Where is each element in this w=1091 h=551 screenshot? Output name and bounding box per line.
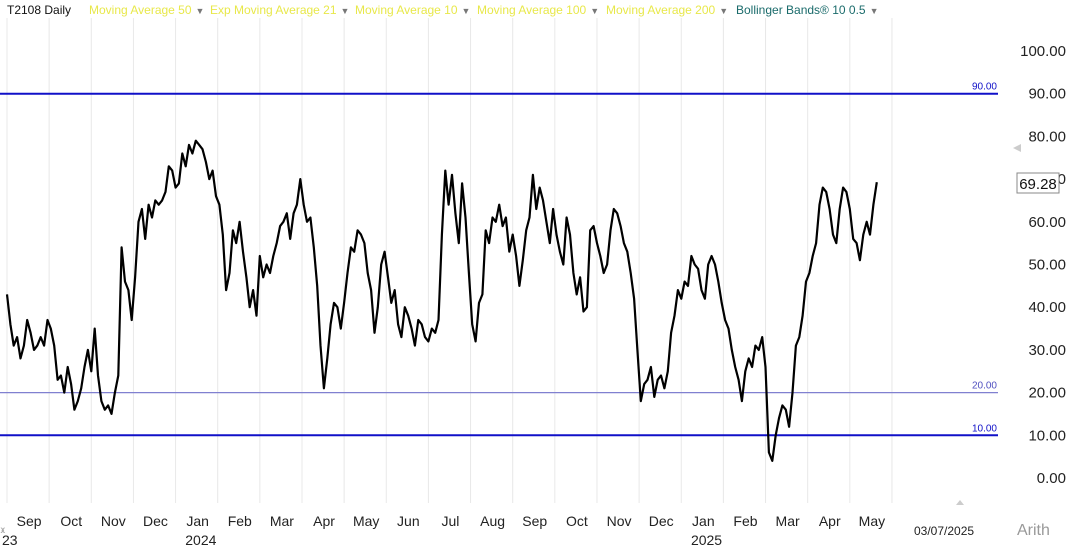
gridlines — [6, 18, 893, 503]
reference-line-label: 10.00 — [972, 423, 997, 434]
last-value-box-frame — [1016, 172, 1060, 194]
x-tick-label: Dec — [143, 513, 168, 529]
y-tick-label: 30.00 — [1028, 342, 1066, 359]
y-tick-label: 10.00 — [1028, 427, 1066, 444]
x-tick-label: Aug — [480, 513, 505, 529]
y-tick-label: 90.00 — [1028, 86, 1066, 103]
date-label: 03/07/2025 — [914, 524, 974, 538]
y-tick-label: 40.00 — [1028, 299, 1066, 316]
chevron-down-icon[interactable]: ▼ — [340, 6, 350, 16]
y-tick-label: 100.00 — [1020, 43, 1066, 60]
reference-line-label: 90.00 — [972, 82, 997, 93]
x-tick-label: Jul — [442, 513, 460, 529]
x-tick-label: Oct — [566, 513, 588, 529]
x-year-label: 2025 — [691, 532, 722, 548]
indicator-label: Moving Average 10 — [355, 3, 458, 17]
symbol-label[interactable]: T2108 Daily — [7, 3, 72, 17]
indicator-ma10[interactable]: Moving Average 10 ▼ — [355, 3, 470, 17]
last-value-box: 69.28 — [1016, 172, 1060, 194]
t2108-series-line — [5, 139, 878, 462]
y-tick-label: 80.00 — [1028, 128, 1066, 145]
year-fragment-label: 23 — [2, 532, 18, 548]
last-value-label: 69.28 — [1019, 176, 1057, 193]
y-tick-label: 60.00 — [1028, 214, 1066, 231]
indicator-label: Moving Average 50 — [89, 3, 192, 17]
chevron-down-icon[interactable]: ▼ — [719, 6, 729, 16]
price-marker-icon — [1013, 144, 1021, 152]
reference-lines: 90.00 20.00 10.00 — [0, 82, 998, 437]
y-axis: 0.0010.0020.0030.0040.0050.0060.0070.008… — [1020, 43, 1066, 487]
indicator-label: Bollinger Bands® 10 0.5 — [736, 3, 866, 17]
x-tick-label: Jan — [692, 513, 715, 529]
indicator-label: Moving Average 200 — [606, 3, 716, 17]
x-tick-label: Sep — [17, 513, 42, 529]
x-tick-label: Feb — [733, 513, 757, 529]
x-tick-label: Mar — [270, 513, 294, 529]
chevron-down-icon[interactable]: ▼ — [869, 6, 879, 16]
x-year-label: 2024 — [185, 532, 216, 548]
x-tick-label: Dec — [649, 513, 674, 529]
y-tick-label: 50.00 — [1028, 257, 1066, 274]
x-tick-label: Jun — [397, 513, 420, 529]
indicator-ma100[interactable]: Moving Average 100 ▼ — [477, 3, 599, 17]
chevron-down-icon[interactable]: ▼ — [195, 6, 205, 16]
y-tick-label: 0.00 — [1037, 470, 1066, 487]
x-tick-label: Sep — [522, 513, 547, 529]
indicator-ma50[interactable]: Moving Average 50 ▼ — [89, 3, 204, 17]
scroll-up-icon[interactable] — [956, 500, 964, 505]
x-tick-label: Apr — [819, 513, 841, 529]
indicator-ema21[interactable]: Exp Moving Average 21 ▼ — [210, 3, 349, 17]
indicator-label: Moving Average 100 — [477, 3, 587, 17]
x-tick-label: Nov — [607, 513, 632, 529]
x-tick-label: Feb — [228, 513, 252, 529]
chevron-down-icon[interactable]: ▼ — [590, 6, 600, 16]
chart-header: T2108 Daily Moving Average 50 ▼ Exp Movin… — [0, 0, 1000, 20]
x-tick-label: Mar — [776, 513, 800, 529]
x-tick-label: Apr — [313, 513, 335, 529]
scale-mode-button[interactable]: Arith — [1017, 522, 1050, 539]
x-tick-label: May — [859, 513, 885, 529]
x-tick-label: Nov — [101, 513, 126, 529]
chevron-down-icon[interactable]: ▼ — [461, 6, 471, 16]
y-tick-label: 20.00 — [1028, 385, 1066, 402]
x-tick-label: Oct — [60, 513, 82, 529]
indicator-ma200[interactable]: Moving Average 200 ▼ — [606, 3, 728, 17]
x-axis: Sep Oct Nov Dec Jan Feb Mar Apr May Jun Jul Aug Sep O… — [17, 513, 886, 548]
scroll-left-icon[interactable]: ‹› — [0, 521, 6, 537]
indicator-label: Exp Moving Average 21 — [210, 3, 337, 17]
x-tick-label: Jan — [186, 513, 209, 529]
reference-line-label: 20.00 — [972, 381, 997, 392]
x-tick-label: May — [353, 513, 379, 529]
indicator-bollinger[interactable]: Bollinger Bands® 10 0.5 ▼ — [736, 3, 879, 17]
